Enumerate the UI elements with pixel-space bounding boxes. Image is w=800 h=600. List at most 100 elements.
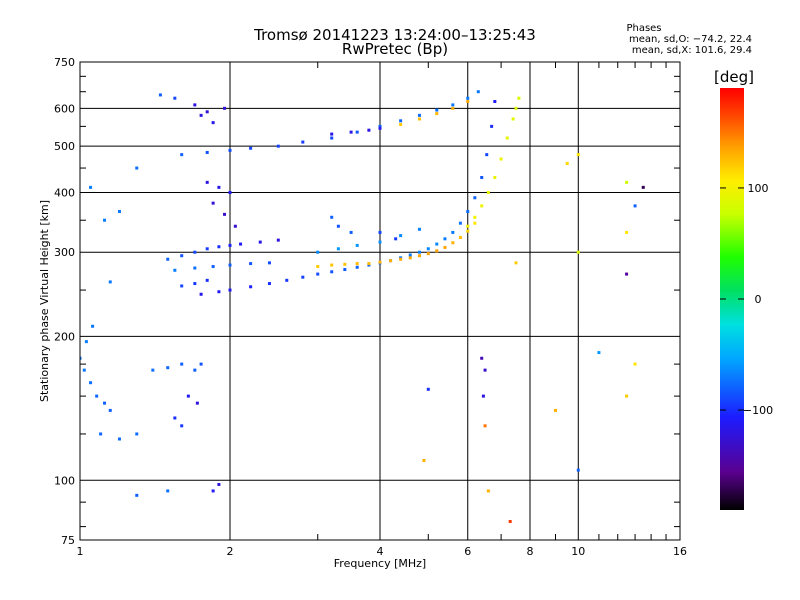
y-tick-label: 100 bbox=[54, 474, 75, 487]
data-point bbox=[576, 250, 580, 254]
data-point bbox=[408, 253, 412, 257]
x-tick-label: 8 bbox=[527, 545, 534, 558]
data-point bbox=[193, 368, 197, 372]
data-point bbox=[285, 278, 289, 282]
colorbar-ticks: 100 0 −100 bbox=[720, 182, 773, 417]
data-point bbox=[378, 230, 382, 234]
data-point bbox=[576, 153, 580, 157]
data-point bbox=[336, 224, 340, 228]
data-point bbox=[417, 117, 421, 121]
data-point bbox=[394, 237, 398, 241]
data-point bbox=[367, 262, 371, 266]
data-point bbox=[378, 124, 382, 128]
data-point bbox=[443, 245, 447, 249]
data-point bbox=[565, 161, 569, 165]
data-point bbox=[173, 268, 177, 272]
data-point bbox=[199, 113, 203, 117]
data-point bbox=[486, 190, 490, 194]
data-point bbox=[486, 489, 490, 493]
x-axis-label: Frequency [MHz] bbox=[334, 557, 426, 570]
data-point bbox=[180, 424, 184, 428]
data-point bbox=[199, 292, 203, 296]
data-point bbox=[223, 106, 227, 110]
colorbar-tick-label: 100 bbox=[748, 182, 769, 195]
data-point bbox=[451, 230, 455, 234]
data-point bbox=[239, 242, 243, 246]
data-point bbox=[249, 285, 253, 289]
data-point bbox=[399, 257, 403, 261]
y-tick-label: 750 bbox=[54, 56, 75, 69]
data-point bbox=[205, 278, 209, 282]
data-point bbox=[193, 250, 197, 254]
data-point bbox=[330, 132, 334, 136]
data-point bbox=[135, 493, 139, 497]
data-point bbox=[517, 96, 521, 100]
data-point bbox=[316, 272, 320, 276]
data-point bbox=[301, 275, 305, 279]
data-point bbox=[89, 185, 93, 189]
data-point bbox=[211, 201, 215, 205]
data-point bbox=[633, 204, 637, 208]
data-point bbox=[211, 121, 215, 125]
data-point bbox=[493, 100, 497, 104]
y-tick-label: 300 bbox=[54, 246, 75, 259]
data-point bbox=[641, 185, 645, 189]
data-point bbox=[89, 381, 93, 385]
data-point bbox=[99, 432, 103, 436]
data-point bbox=[466, 210, 470, 214]
data-point bbox=[451, 106, 455, 110]
data-point bbox=[378, 240, 382, 244]
data-point bbox=[195, 401, 199, 405]
data-point bbox=[205, 110, 209, 114]
data-point bbox=[466, 224, 470, 228]
data-point bbox=[511, 117, 515, 121]
data-point bbox=[258, 240, 262, 244]
data-point bbox=[399, 234, 403, 238]
data-point bbox=[417, 250, 421, 254]
data-point bbox=[82, 368, 86, 372]
colorbar-tick-label: −100 bbox=[743, 404, 773, 417]
data-point bbox=[435, 249, 439, 253]
data-point bbox=[228, 243, 232, 247]
data-point bbox=[108, 408, 112, 412]
data-point bbox=[389, 259, 393, 263]
data-point bbox=[166, 366, 170, 370]
data-point bbox=[378, 260, 382, 264]
data-point bbox=[103, 401, 107, 405]
data-point bbox=[473, 215, 477, 219]
chart-subtitle: RwPretec (Bp) bbox=[342, 40, 448, 58]
data-point bbox=[330, 270, 334, 274]
data-point bbox=[355, 262, 359, 266]
y-tick-labels: 75 100 200 300 400 500 600 750 bbox=[54, 56, 75, 547]
data-point bbox=[217, 290, 221, 294]
data-point bbox=[228, 190, 232, 194]
data-point bbox=[399, 119, 403, 123]
data-point bbox=[480, 204, 484, 208]
data-point bbox=[625, 230, 629, 234]
data-point bbox=[514, 106, 518, 110]
data-point bbox=[223, 212, 227, 216]
data-point bbox=[316, 265, 320, 269]
data-point bbox=[205, 247, 209, 251]
y-tick-label: 600 bbox=[54, 102, 75, 115]
data-point bbox=[466, 229, 470, 233]
data-point bbox=[625, 394, 629, 398]
data-point bbox=[336, 247, 340, 251]
data-point bbox=[180, 284, 184, 288]
data-point bbox=[508, 519, 512, 523]
data-point bbox=[180, 153, 184, 157]
x-tick-label: 10 bbox=[571, 545, 585, 558]
data-point bbox=[249, 146, 253, 150]
data-point bbox=[330, 136, 334, 140]
data-point bbox=[205, 150, 209, 154]
data-point bbox=[490, 124, 494, 128]
data-point bbox=[173, 96, 177, 100]
data-point bbox=[625, 180, 629, 184]
data-point bbox=[451, 241, 455, 245]
data-point bbox=[135, 166, 139, 170]
data-point bbox=[458, 236, 462, 240]
data-point bbox=[435, 242, 439, 246]
data-point bbox=[499, 157, 503, 161]
data-point bbox=[426, 387, 430, 391]
data-point bbox=[267, 261, 271, 265]
